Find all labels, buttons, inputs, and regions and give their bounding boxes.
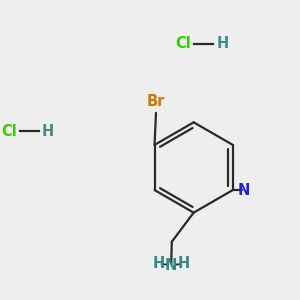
Text: Cl: Cl bbox=[176, 36, 191, 51]
Text: N: N bbox=[165, 258, 177, 273]
Text: Br: Br bbox=[147, 94, 165, 110]
Text: Cl: Cl bbox=[1, 124, 17, 139]
Text: H: H bbox=[216, 36, 229, 51]
Text: H: H bbox=[41, 124, 54, 139]
Text: H: H bbox=[153, 256, 165, 271]
Text: N: N bbox=[237, 183, 250, 198]
Text: H: H bbox=[177, 256, 190, 271]
